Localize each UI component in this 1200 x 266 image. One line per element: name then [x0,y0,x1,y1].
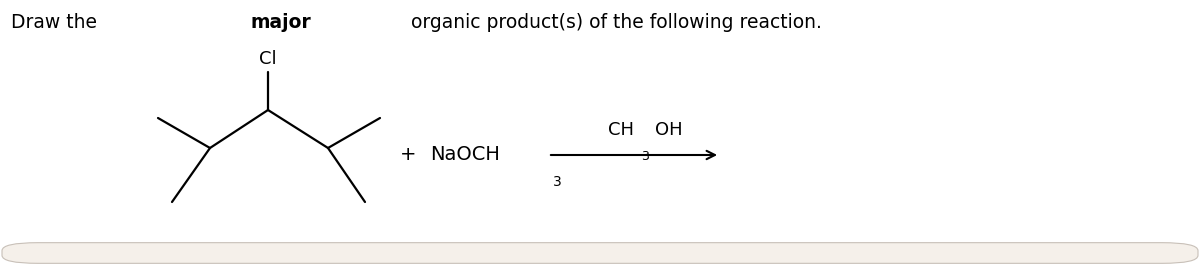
Text: +: + [400,146,416,164]
Text: Cl: Cl [259,50,277,68]
Text: 3: 3 [641,150,649,163]
FancyBboxPatch shape [2,243,1198,263]
Text: OH: OH [655,121,683,139]
Text: CH: CH [608,121,634,139]
Text: major: major [251,13,311,32]
Text: organic product(s) of the following reaction.: organic product(s) of the following reac… [404,13,822,32]
Text: NaOCH: NaOCH [430,146,500,164]
Text: 3: 3 [553,174,562,189]
Text: Draw the: Draw the [11,13,103,32]
